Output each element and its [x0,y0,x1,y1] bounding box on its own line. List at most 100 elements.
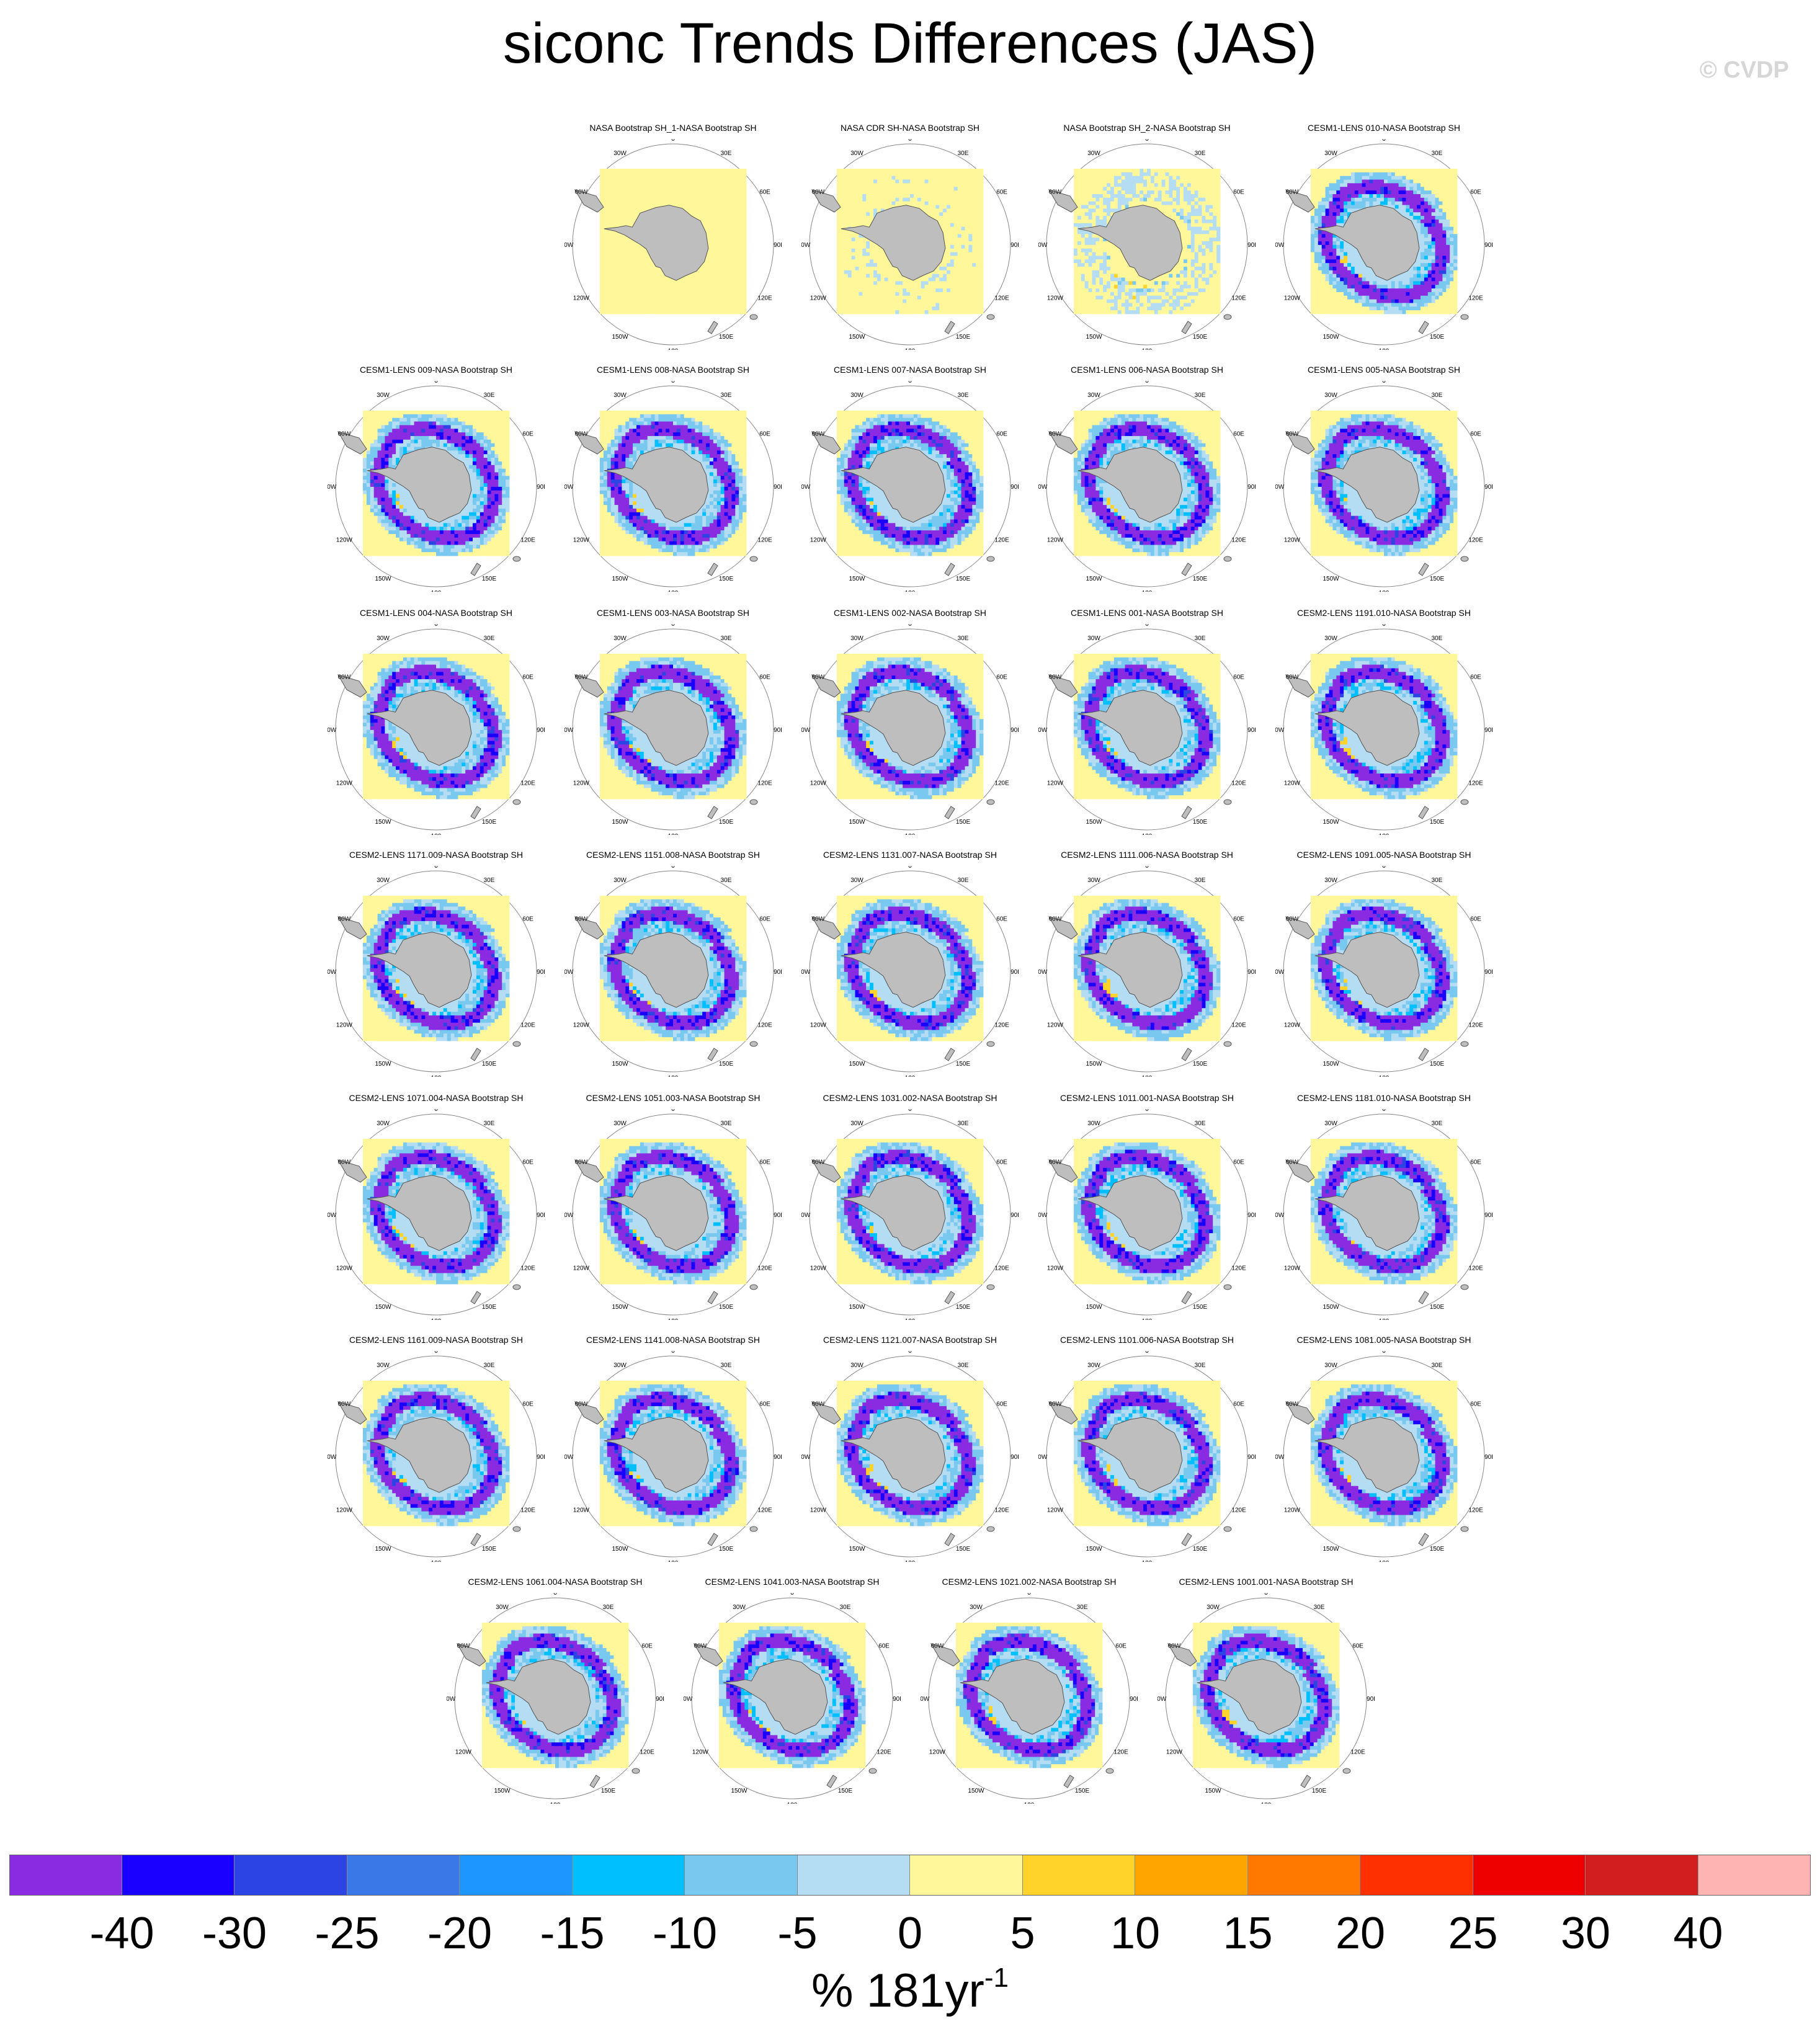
longitude-label: 90W [1038,1454,1048,1461]
longitude-label: 30E [484,1362,495,1369]
longitude-label: 150E [956,819,971,826]
longitude-label: 0 [434,866,438,870]
colorbar-box [572,1855,685,1896]
longitude-label: 150W [375,576,391,582]
longitude-label: 60W [812,1159,825,1166]
longitude-label: 0 [908,624,912,628]
colorbar-tick-label: -10 [653,1908,717,1959]
new-zealand-landmass [944,1291,955,1304]
south-america-landmass [930,1643,960,1667]
longitude-label: 30E [1432,877,1443,884]
polar-map: 0 30E 60E 90E 120E 150E 180 150W 120W 90W 60W 30W [1275,381,1492,592]
panel-title: CESM1-LENS 009-NASA Bootstrap SH [328,365,545,375]
new-zealand-landmass [1300,1775,1311,1788]
new-zealand-landmass [1181,1291,1192,1304]
longitude-label: 30E [840,1604,851,1611]
polar-map: 0 30E 60E 90E 120E 150E 180 150W 120W 90W 60W 30W [328,381,545,592]
panel-title: CESM2-LENS 1081.005-NASA Bootstrap SH [1275,1335,1492,1345]
longitude-label: 30W [1087,635,1100,642]
polar-map: 0 30E 60E 90E 120E 150E 180 150W 120W 90W 60W 30W [801,624,1019,835]
longitude-label: 150W [612,819,628,826]
longitude-label: 30W [1324,1362,1337,1369]
longitude-label: 60W [575,916,588,923]
longitude-label: 60E [1470,189,1481,196]
longitude-label: 90E [1010,727,1019,734]
data-cells [837,411,984,556]
longitude-label: 120W [810,295,827,302]
antarctica-landmass [841,1175,946,1251]
longitude-label: 150E [719,334,734,341]
longitude-label: 180 [1379,348,1390,350]
longitude-label: 0 [671,1351,675,1355]
longitude-label: 90E [656,1696,664,1703]
longitude-label: 150W [1323,819,1339,826]
south-america-landmass [1167,1643,1197,1667]
panel-title: CESM1-LENS 005-NASA Bootstrap SH [1275,365,1492,375]
longitude-label: 60E [759,189,770,196]
longitude-label: 0 [671,381,675,385]
south-america-landmass [337,674,367,698]
panel-title: CESM2-LENS 1101.006-NASA Bootstrap SH [1038,1335,1256,1345]
panel-title: CESM1-LENS 003-NASA Bootstrap SH [564,608,782,618]
longitude-label: 90E [774,242,782,249]
tasmania-landmass [1460,799,1469,805]
longitude-label: 180 [550,1802,561,1804]
longitude-label: 90E [1010,1454,1019,1461]
antarctica-landmass [1197,1659,1302,1735]
longitude-label: 120E [994,295,1009,302]
colorbar-box [910,1855,1023,1896]
longitude-label: 120E [1468,295,1483,302]
south-america-landmass [811,674,841,698]
longitude-label: 0 [908,866,912,870]
longitude-label: 90W [564,727,574,734]
longitude-label: 60W [575,431,588,438]
longitude-label: 120W [1284,1022,1301,1029]
longitude-label: 120E [1231,1265,1246,1272]
longitude-label: 30W [1087,150,1100,157]
longitude-label: 90E [893,1696,901,1703]
south-america-landmass [811,1159,841,1183]
longitude-label: 30E [958,150,969,157]
longitude-label: 90W [684,1696,693,1703]
new-zealand-landmass [707,563,718,576]
longitude-label: 180 [431,590,442,592]
map-panel: CESM2-LENS 1111.006-NASA Bootstrap SH 0 30… [1038,850,1256,1079]
longitude-label: 120E [1350,1749,1365,1756]
longitude-label: 120E [994,1265,1009,1272]
longitude-label: 120E [757,295,772,302]
longitude-label: 120E [1468,1507,1483,1514]
longitude-label: 150W [1323,576,1339,582]
longitude-label: 30W [850,150,863,157]
panel-title: CESM2-LENS 1111.006-NASA Bootstrap SH [1038,850,1256,860]
new-zealand-landmass [1418,563,1429,576]
new-zealand-landmass [1418,1291,1429,1304]
map-panel: CESM1-LENS 004-NASA Bootstrap SH 0 30E 60E 9… [328,608,545,837]
longitude-label: 150E [1075,1788,1090,1794]
longitude-label: 30E [721,1362,732,1369]
polar-map: 0 30E 60E 90E 120E 150E 180 150W 120W 90W 60W 30W [801,1109,1019,1320]
longitude-label: 90W [801,727,811,734]
longitude-label: 90W [1275,1212,1285,1219]
longitude-label: 180 [1024,1802,1035,1804]
longitude-label: 30W [613,392,627,399]
longitude-label: 30E [484,1120,495,1127]
map-panel: CESM2-LENS 1161.009-NASA Bootstrap SH 0 30… [328,1335,545,1564]
tasmania-landmass [512,799,521,805]
longitude-label: 90W [328,1454,337,1461]
antarctica-landmass [1077,932,1183,1008]
panel-title: NASA CDR SH-NASA Bootstrap SH [801,123,1019,133]
longitude-label: 150E [1193,1546,1208,1553]
longitude-label: 30E [958,1362,969,1369]
polar-map: 0 30E 60E 90E 120E 150E 180 150W 120W 90W 60W 30W [328,624,545,835]
longitude-label: 30E [484,635,495,642]
longitude-label: 120W [573,537,590,544]
map-panel: NASA Bootstrap SH_1-NASA Bootstrap SH 0 30… [564,123,782,352]
new-zealand-landmass [1418,1048,1429,1061]
longitude-label: 180 [431,1075,442,1077]
longitude-label: 120E [520,1507,535,1514]
antarctica-landmass [1077,1175,1183,1251]
longitude-label: 60E [996,1159,1007,1166]
longitude-label: 0 [1382,381,1386,385]
polar-map: 0 30E 60E 90E 120E 150E 180 150W 120W 90W 60W 30W [1275,624,1492,835]
longitude-label: 60E [1470,1401,1481,1408]
